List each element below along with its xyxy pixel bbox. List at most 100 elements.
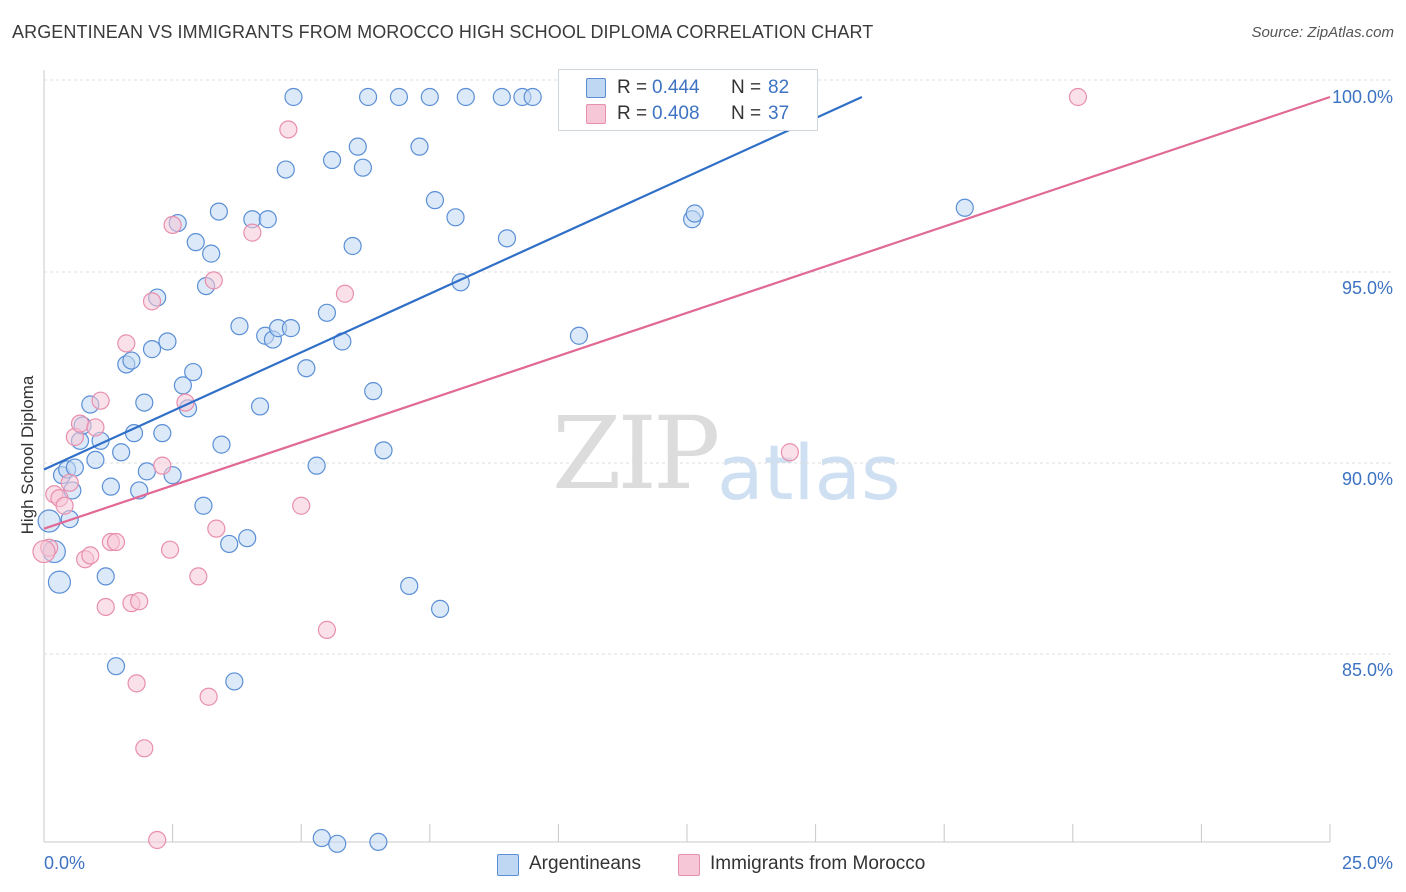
argentineans-point [353, 158, 373, 177]
morocco-point [117, 334, 136, 353]
argentineans-point [281, 319, 301, 338]
argentineans-point [955, 198, 974, 217]
morocco-point [148, 830, 167, 850]
argentineans-point [153, 424, 172, 443]
chart-title: ARGENTINEAN VS IMMIGRANTS FROM MOROCCO H… [12, 22, 874, 42]
morocco-point [32, 539, 56, 564]
n-value-argentineans: 82 [768, 77, 790, 98]
argentineans-point [430, 599, 450, 618]
morocco-point [153, 456, 172, 475]
morocco-point [189, 567, 208, 586]
argentineans-point [225, 672, 244, 691]
morocco-point [335, 284, 355, 303]
argentineans-point [523, 87, 542, 107]
argentineans-point [124, 424, 144, 443]
y-tick-label: 95.0% [1342, 278, 1393, 298]
argentineans-point [328, 834, 347, 853]
argentineans-point [425, 191, 445, 210]
legend-label-argentineans: Argentineans [529, 853, 641, 874]
argentineans-point [364, 382, 383, 401]
argentineans-point [497, 229, 517, 248]
argentineans-point [112, 443, 131, 462]
argentineans-point [420, 87, 439, 107]
morocco-point [130, 592, 149, 611]
r-label: R = [617, 77, 648, 98]
argentineans-point [158, 332, 177, 351]
argentineans-point [86, 450, 105, 469]
argentineans-point [307, 456, 326, 475]
argentineans-point [374, 441, 393, 460]
argentineans-point [312, 828, 331, 848]
morocco-point [135, 739, 154, 758]
argentineans-point [65, 458, 84, 477]
morocco-point [81, 546, 100, 565]
argentineans-point [276, 160, 295, 179]
morocco-trend-line [43, 95, 1331, 530]
argentineans-point [348, 137, 367, 156]
argentineans-point [456, 87, 475, 107]
morocco-swatch [586, 104, 606, 124]
argentineans-point [194, 496, 213, 515]
x-tick-label: 25.0% [1342, 853, 1393, 873]
argentineans-point [250, 397, 270, 416]
legend-swatch-morocco [678, 854, 700, 876]
morocco-point [96, 597, 115, 617]
morocco-point [160, 540, 180, 559]
watermark-atlas: atlas [717, 428, 901, 517]
argentineans-point [220, 534, 239, 554]
argentineans-point [184, 362, 203, 382]
argentineans-point [492, 87, 511, 107]
argentineans-point [37, 509, 61, 533]
argentineans-point [96, 567, 115, 586]
argentineans-point [230, 317, 249, 336]
legend-label-morocco: Immigrants from Morocco [710, 853, 926, 874]
argentineans-point [322, 150, 342, 170]
argentineans-point [137, 462, 156, 481]
n-label: N = [731, 103, 762, 124]
morocco-point [127, 674, 146, 693]
argentineans-point [135, 393, 154, 412]
argentineans-point [202, 244, 221, 263]
argentineans-point [47, 570, 72, 594]
r-value-morocco: 0.408 [652, 103, 700, 124]
argentineans-point [209, 202, 228, 221]
n-value-morocco: 37 [768, 103, 790, 124]
legend-swatch-argentineans [497, 854, 519, 876]
argentineans-point [446, 208, 465, 227]
argentineans-point [258, 210, 277, 229]
argentineans-trend-line [43, 95, 863, 471]
y-tick-label: 100.0% [1332, 87, 1393, 107]
series-legend: Argentineans Immigrants from Morocco [0, 852, 1406, 878]
argentineans-point [410, 137, 429, 156]
stats-legend: R = 0.444 N = 82 R = 0.408 N = 37 [558, 69, 818, 131]
morocco-point [86, 418, 105, 437]
source-label: Source: ZipAtlas.com [1251, 24, 1394, 41]
morocco-point [91, 391, 110, 410]
n-label: N = [731, 77, 762, 98]
y-tick-label: 85.0% [1342, 660, 1393, 680]
argentineans-point [101, 477, 120, 496]
argentineans-point [122, 351, 141, 370]
argentineans-point [400, 576, 419, 596]
argentineans-point [186, 233, 205, 252]
argentineans-point [212, 435, 231, 454]
r-label: R = [617, 103, 648, 124]
morocco-point [142, 292, 162, 311]
morocco-point [780, 443, 799, 462]
argentineans-point [685, 204, 704, 223]
morocco-point [55, 496, 74, 515]
argentineans-swatch [586, 78, 606, 98]
argentineans-point [142, 340, 162, 359]
y-tick-label: 90.0% [1342, 469, 1393, 489]
r-value-argentineans: 0.444 [652, 77, 700, 98]
morocco-point [106, 532, 126, 552]
morocco-point [70, 414, 90, 433]
argentineans-point [106, 657, 126, 676]
argentineans-point [358, 87, 378, 107]
morocco-point [199, 687, 218, 706]
argentineans-point [297, 359, 316, 378]
argentineans-point [343, 236, 362, 256]
argentineans-point [569, 326, 589, 345]
morocco-point [243, 223, 262, 242]
